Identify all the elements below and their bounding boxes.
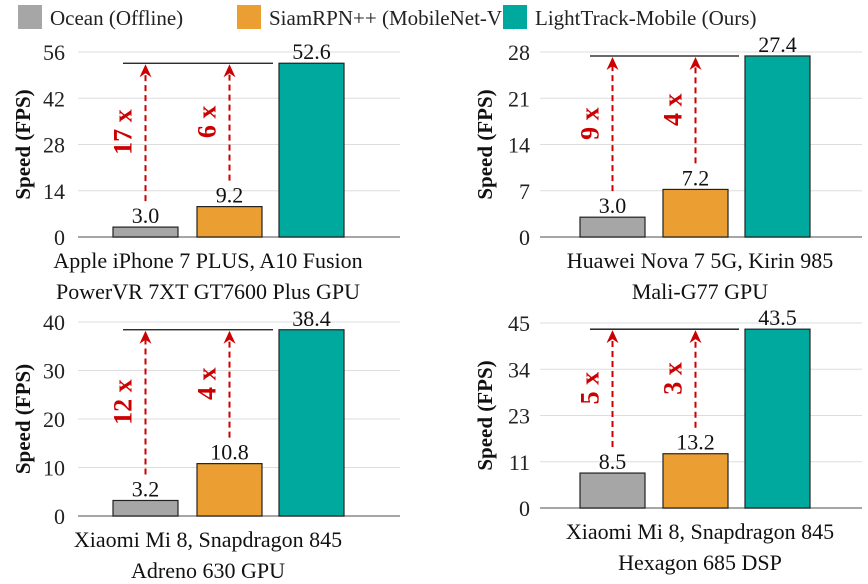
y-tick-label: 14: [43, 179, 65, 204]
x-axis-label: Adreno 630 GPU: [131, 558, 285, 583]
bar-value-label: 27.4: [758, 32, 797, 57]
legend-item: LightTrack-Mobile (Ours): [503, 5, 756, 30]
legend-swatch: [503, 5, 527, 29]
x-axis-label: Xiaomi Mi 8, Snapdragon 845: [74, 527, 342, 552]
chart-panel-3: 0 10 20 30 40 Speed (FPS) 3.2 10.8 38.4 12 x 4 x Xi…: [11, 306, 400, 583]
bar-value-label: 3.2: [132, 476, 160, 501]
bar-value-label: 3.0: [599, 193, 627, 218]
bar-value-label: 3.0: [132, 203, 160, 228]
legend-item: Ocean (Offline): [18, 5, 183, 30]
arrow-head-icon: [223, 330, 236, 344]
y-tick-label: 10: [43, 456, 65, 481]
y-tick-label: 23: [508, 404, 530, 429]
speedup-label: 6 x: [193, 106, 222, 139]
y-tick-label: 11: [509, 450, 530, 475]
legend-label: Ocean (Offline): [50, 6, 183, 30]
bar-value-label: 38.4: [292, 306, 331, 331]
chart-panel-2: 0 7 14 21 28 Speed (FPS) 3.0 7.2 27.4 9 x 4 x Huawe…: [473, 32, 862, 304]
bar-value-label: 13.2: [676, 430, 715, 455]
y-tick-label: 40: [43, 310, 65, 335]
speedup-label: 12 x: [109, 379, 138, 425]
chart-panel-4: 0 11 23 34 45 Speed (FPS) 8.5 13.2 43.5 5 x 3 x Xia…: [473, 305, 862, 575]
y-axis-label: Speed (FPS): [11, 364, 35, 474]
arrow-head-icon: [223, 64, 236, 78]
speedup-label: 9 x: [576, 107, 605, 140]
legend-swatch: [237, 5, 261, 29]
y-tick-label: 0: [54, 225, 65, 250]
bar-value-label: 8.5: [599, 449, 627, 474]
y-tick-label: 56: [43, 40, 65, 65]
speedup-label: 3 x: [659, 362, 688, 395]
y-tick-label: 42: [43, 86, 65, 111]
y-tick-label: 28: [43, 133, 65, 158]
y-tick-label: 28: [508, 40, 530, 65]
y-axis-label: Speed (FPS): [473, 360, 497, 470]
bar: [278, 62, 345, 238]
bar: [196, 206, 263, 238]
y-tick-label: 21: [508, 86, 530, 111]
legend-item: SiamRPN++ (MobileNet-V2): [237, 5, 520, 30]
arrow-head-icon: [606, 56, 619, 70]
bar-value-label: 52.6: [292, 39, 331, 64]
bar-value-label: 9.2: [216, 183, 244, 208]
y-axis-label: Speed (FPS): [473, 89, 497, 199]
bar: [662, 188, 729, 238]
y-axis-label: Speed (FPS): [11, 89, 35, 199]
x-axis-label: Xiaomi Mi 8, Snapdragon 845: [566, 519, 834, 544]
y-tick-label: 34: [508, 357, 530, 382]
bar: [662, 453, 729, 509]
x-axis-label: Hexagon 685 DSP: [618, 550, 782, 575]
bar: [579, 472, 646, 509]
arrow-head-icon: [689, 330, 702, 344]
y-tick-label: 0: [519, 225, 530, 250]
bar: [278, 329, 345, 517]
arrow-head-icon: [139, 64, 152, 78]
bar: [744, 328, 811, 509]
arrow-head-icon: [139, 330, 152, 344]
legend-label: LightTrack-Mobile (Ours): [535, 6, 756, 30]
speedup-label: 5 x: [576, 372, 605, 405]
chart-panel-1: 0 14 28 42 56 Speed (FPS) 3.0 9.2 52.6 17 x 6 x App…: [11, 39, 400, 304]
y-tick-label: 30: [43, 359, 65, 384]
arrow-head-icon: [689, 56, 702, 70]
speedup-label: 17 x: [109, 109, 138, 155]
y-tick-label: 0: [54, 504, 65, 529]
bar: [579, 216, 646, 238]
y-tick-label: 20: [43, 407, 65, 432]
y-tick-label: 0: [519, 496, 530, 521]
bar: [744, 55, 811, 238]
speedup-label: 4 x: [193, 367, 222, 400]
x-axis-label: Huawei Nova 7 5G, Kirin 985: [567, 248, 833, 273]
y-tick-label: 7: [519, 179, 530, 204]
speedup-label: 4 x: [659, 93, 688, 126]
legend-swatch: [18, 5, 42, 29]
bar-value-label: 43.5: [758, 305, 797, 330]
x-axis-label: Apple iPhone 7 PLUS, A10 Fusion: [53, 248, 362, 273]
arrow-head-icon: [606, 330, 619, 344]
bar-value-label: 7.2: [682, 165, 710, 190]
legend-label: SiamRPN++ (MobileNet-V2): [269, 6, 520, 30]
bar: [112, 226, 179, 238]
bar: [196, 463, 263, 517]
y-tick-label: 45: [508, 311, 530, 336]
y-tick-label: 14: [508, 133, 530, 158]
bar: [112, 499, 179, 517]
bar-value-label: 10.8: [210, 440, 249, 465]
x-axis-label: Mali-G77 GPU: [632, 279, 768, 304]
x-axis-label: PowerVR 7XT GT7600 Plus GPU: [56, 279, 360, 304]
